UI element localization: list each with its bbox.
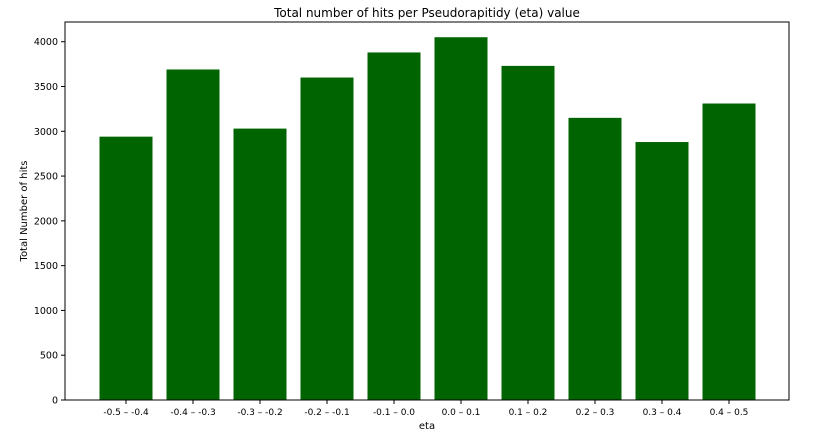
bar-1	[166, 69, 220, 400]
y-axis: 0 500 1000 1500 2000 2500 3000 3500 4000	[34, 37, 65, 407]
bar-2	[233, 128, 287, 401]
x-tick-label-3: -0.2 – -0.1	[304, 408, 349, 418]
bar-0	[99, 136, 153, 400]
bar-5	[434, 37, 488, 401]
y-tick-label-8: 4000	[34, 37, 58, 48]
x-tick-label-4: -0.1 – 0.0	[373, 408, 415, 418]
plot-frame	[64, 21, 790, 401]
bar-3	[300, 77, 354, 400]
x-tick-label-2: -0.3 – -0.2	[237, 408, 282, 418]
x-tick-label-5: 0.0 – 0.1	[442, 408, 481, 418]
y-tick-label-4: 2000	[34, 216, 58, 227]
bar-4	[367, 52, 421, 400]
bar-8	[635, 142, 689, 400]
x-tick-label-0: -0.5 – -0.4	[103, 408, 149, 418]
chart-title: Total number of hits per Pseudorapitidy …	[273, 6, 580, 20]
x-tick-label-6: 0.1 – 0.2	[509, 408, 548, 418]
bar-7	[568, 117, 622, 401]
y-tick-label-6: 3000	[34, 127, 58, 138]
y-tick-label-2: 1000	[34, 306, 58, 317]
x-axis-label: eta	[419, 421, 435, 432]
y-tick-label-0: 0	[52, 396, 58, 407]
y-tick-label-7: 3500	[34, 82, 58, 93]
bars-group	[99, 37, 756, 401]
y-tick-label-1: 500	[40, 351, 58, 362]
y-tick-label-5: 2500	[34, 172, 58, 183]
bar-6	[501, 65, 555, 401]
bar-9	[702, 103, 756, 401]
x-tick-label-7: 0.2 – 0.3	[576, 408, 615, 418]
x-tick-label-8: 0.3 – 0.4	[643, 408, 682, 418]
x-tick-label-9: 0.4 – 0.5	[710, 408, 749, 418]
y-tick-label-3: 1500	[34, 261, 58, 272]
y-axis-label: Total Number of hits	[19, 161, 30, 263]
x-tick-label-1: -0.4 – -0.3	[170, 408, 215, 418]
x-axis: -0.5 – -0.4 -0.4 – -0.3 -0.3 – -0.2 -0.2 – …	[103, 400, 748, 418]
